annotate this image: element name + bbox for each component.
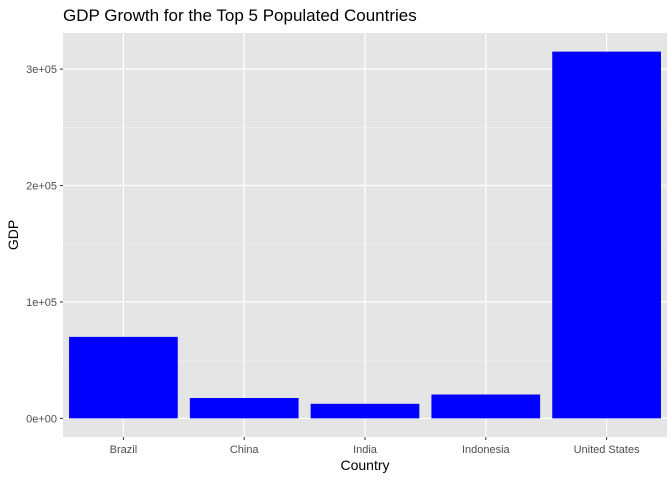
y-axis-title: GDP: [5, 220, 21, 250]
x-axis: Brazil China India Indonesia United States: [110, 437, 640, 456]
x-tick-label: India: [353, 444, 378, 456]
y-axis: 0e+00 1e+05 2e+05 3e+05: [26, 64, 63, 425]
x-tick-label: Indonesia: [462, 444, 511, 456]
chart-title: GDP Growth for the Top 5 Populated Count…: [63, 6, 417, 25]
bar-indonesia: [431, 394, 541, 419]
y-tick-label: 3e+05: [26, 64, 57, 76]
x-tick-label: Brazil: [110, 444, 138, 456]
x-tick-label: China: [230, 444, 260, 456]
bar-china: [189, 397, 299, 419]
bar-brazil: [69, 336, 178, 419]
bar-india: [310, 403, 420, 419]
y-tick-label: 2e+05: [26, 181, 57, 193]
x-axis-title: Country: [340, 457, 389, 473]
bars: [69, 51, 661, 419]
y-tick-label: 1e+05: [26, 297, 57, 309]
x-tick-label: United States: [574, 444, 641, 456]
bar-united-states: [552, 51, 661, 419]
y-tick-label: 0e+00: [26, 413, 57, 425]
